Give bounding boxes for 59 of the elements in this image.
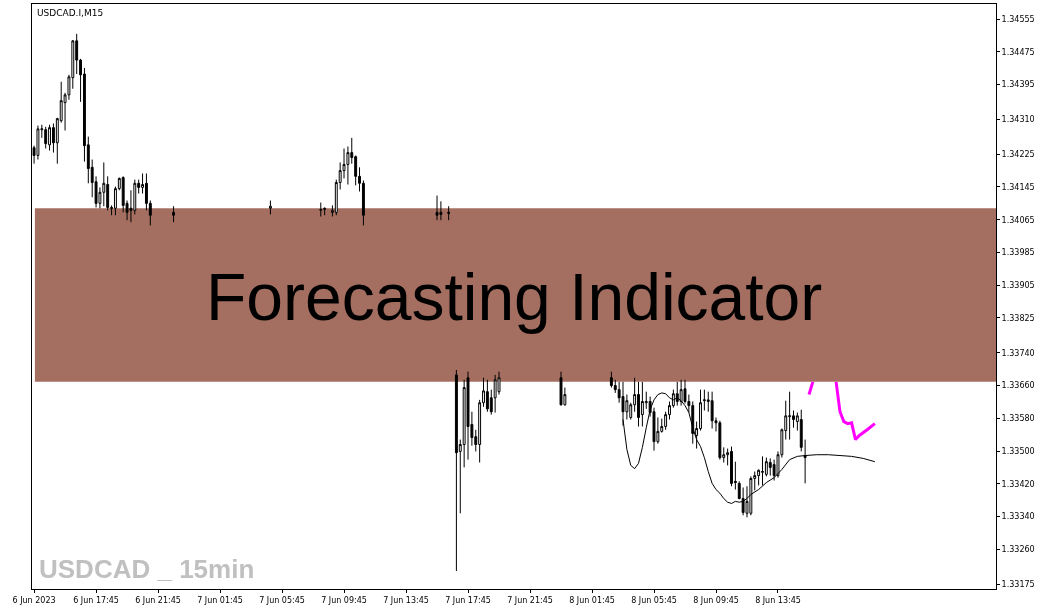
x-tick-label: 7 Jun 01:45 [197,595,243,605]
candlestick [44,126,48,150]
candlestick [319,202,323,217]
y-tick-label: 1.34395 [1001,80,1035,90]
candlestick [761,455,764,486]
x-tick-label: 8 Jun 13:45 [755,595,801,605]
x-tick-label: 6 Jun 17:45 [73,595,119,605]
candlestick [730,446,733,487]
y-tick-label: 1.33420 [1001,479,1035,489]
y-tick-label: 1.34475 [1001,47,1035,57]
candlestick [435,195,439,221]
y-tick-label: 1.34225 [1001,150,1035,160]
y-tick-label: 1.34310 [1001,115,1035,125]
y-tick-label: 1.33740 [1001,348,1035,358]
y-tick-label: 1.33175 [1001,579,1035,589]
y-tick-label: 1.33985 [1001,248,1035,258]
x-tick-label: 8 Jun 01:45 [569,595,615,605]
candlestick [439,200,443,221]
candlestick [559,371,563,407]
candlestick [788,391,792,441]
y-tick-label: 1.33340 [1001,512,1035,522]
x-tick-label: 8 Jun 09:45 [693,595,739,605]
candlestick [609,371,613,389]
y-tick-label: 1.33660 [1001,381,1035,391]
x-tick-label: 7 Jun 13:45 [383,595,429,605]
candlestick [454,369,458,572]
text: USDCAD.I,M15 [37,8,104,18]
y-tick-label: 1.33500 [1001,446,1035,456]
candlestick [637,381,640,427]
candlestick [493,374,497,414]
candlestick [172,205,175,223]
y-tick-label: 1.33260 [1001,545,1035,555]
y-tick-label: 1.34555 [1001,14,1035,24]
annotation: USDCAD _ 15min [39,554,255,584]
x-tick-label: 6 Jun 21:45 [135,595,181,605]
candlestick [640,381,644,427]
candlestick [268,200,272,215]
candlestick [485,379,489,413]
candlestick [768,457,772,477]
candlestick [718,420,722,461]
candlestick [447,205,451,221]
x-tick-label: 7 Jun 05:45 [259,595,305,605]
y-tick-label: 1.33905 [1001,281,1035,291]
x-tick-label: 7 Jun 17:45 [445,595,491,605]
x-tick-label: 6 Jun 2023 [12,595,56,605]
text: Forecasting Indicator [206,260,823,334]
candlestick [323,206,327,216]
candlestick [702,389,706,412]
y-tick-label: 1.34145 [1001,182,1035,192]
candlestick [102,161,106,207]
y-tick-label: 1.33580 [1001,414,1035,424]
y-tick-label: 1.33825 [1001,313,1035,323]
x-tick-label: 7 Jun 09:45 [321,595,367,605]
candlestick [48,124,52,152]
y-tick-label: 1.34065 [1001,215,1035,225]
candlestick [710,391,714,430]
x-tick-label: 8 Jun 05:45 [631,595,677,605]
candlestick [36,125,40,161]
x-tick-label: 7 Jun 21:45 [507,595,553,605]
